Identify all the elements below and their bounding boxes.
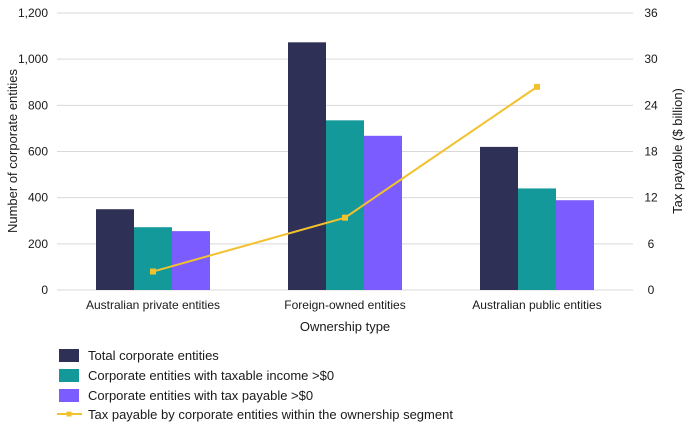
legend-swatch-total <box>59 349 79 362</box>
tax-line <box>150 83 540 275</box>
right-tick-label: 6 <box>648 237 655 251</box>
line-point <box>534 83 540 90</box>
left-tick-label: 200 <box>28 237 48 251</box>
legend-label-total: Total corporate entities <box>88 348 219 363</box>
line-point <box>150 268 156 275</box>
right-tick-label: 30 <box>644 52 658 66</box>
bar <box>364 135 402 290</box>
bar <box>326 120 364 291</box>
line-point <box>342 214 348 221</box>
x-tick-label: Australian private entities <box>86 298 220 312</box>
left-tick-label: 1,000 <box>18 52 48 66</box>
right-tick-label: 12 <box>644 191 658 205</box>
bar <box>480 146 518 290</box>
bar <box>518 188 556 290</box>
legend: Total corporate entities Corporate entit… <box>57 348 453 422</box>
bars <box>96 42 594 291</box>
left-axis-ticks: 0 200 400 600 800 1,000 1,200 <box>18 6 48 297</box>
legend-swatch-tax-payable <box>59 389 79 402</box>
left-tick-label: 0 <box>41 283 48 297</box>
right-tick-label: 36 <box>644 6 658 20</box>
left-tick-label: 800 <box>28 98 48 112</box>
right-axis-title: Tax payable ($ billion) <box>670 88 685 214</box>
bar <box>288 42 326 291</box>
bar <box>556 200 594 290</box>
x-axis-title: Ownership type <box>300 319 390 334</box>
left-axis-title: Number of corporate entities <box>5 68 20 233</box>
legend-label-taxable-income: Corporate entities with taxable income >… <box>88 368 334 383</box>
x-tick-label: Australian public entities <box>472 298 601 312</box>
left-tick-label: 400 <box>28 191 48 205</box>
bar <box>96 209 134 290</box>
legend-line-marker <box>66 411 72 417</box>
legend-label-tax-payable: Corporate entities with tax payable >$0 <box>88 388 313 403</box>
left-tick-label: 1,200 <box>18 6 48 20</box>
right-tick-label: 18 <box>644 145 658 159</box>
legend-label-tax-line: Tax payable by corporate entities within… <box>88 407 453 422</box>
right-tick-label: 0 <box>648 283 655 297</box>
left-tick-label: 600 <box>28 145 48 159</box>
x-axis-ticks: Australian private entities Foreign-owned… <box>86 298 602 312</box>
legend-swatch-taxable-income <box>59 369 79 382</box>
right-axis-ticks: 0 6 12 18 24 30 36 <box>644 6 658 297</box>
right-tick-label: 24 <box>644 98 658 112</box>
bar <box>134 227 172 290</box>
x-tick-label: Foreign-owned entities <box>284 298 405 312</box>
